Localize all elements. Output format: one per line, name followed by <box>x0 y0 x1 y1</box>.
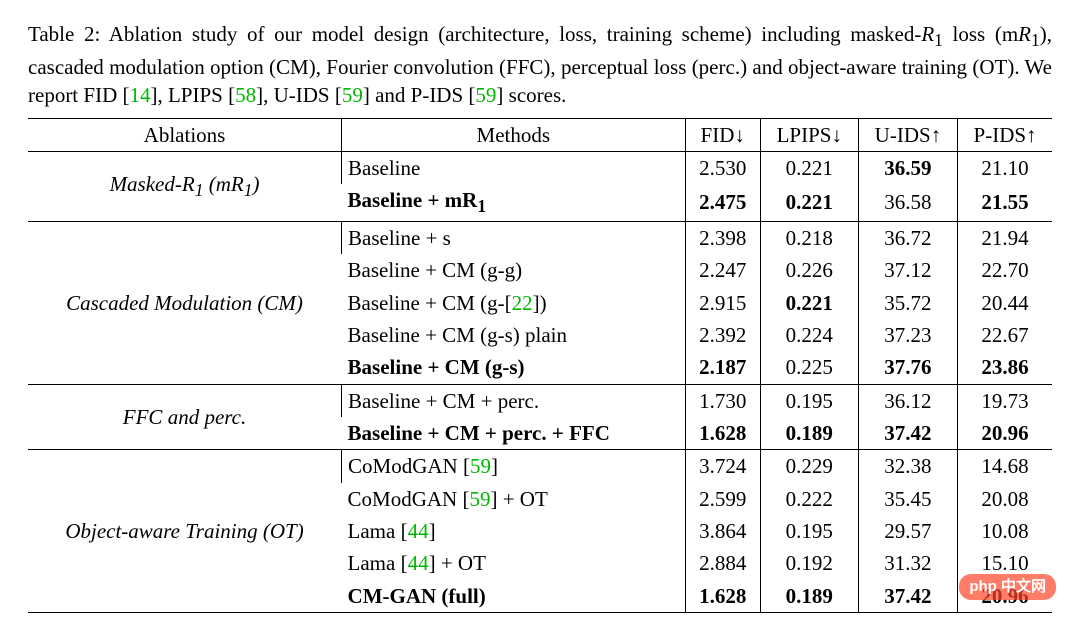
value-cell: 36.72 <box>858 222 957 255</box>
value-cell: 0.225 <box>760 351 858 384</box>
cite-59b: 59 <box>475 83 496 107</box>
method-cell: Baseline + CM (g-[22]) <box>342 287 686 319</box>
mr1: R1 <box>1018 22 1040 46</box>
ablation-label: Masked-R1 (mR1) <box>28 151 342 221</box>
cite-59a: 59 <box>342 83 363 107</box>
value-cell: 1.730 <box>685 384 760 417</box>
value-cell: 10.08 <box>958 515 1052 547</box>
method-cell: CoModGAN [59] <box>342 450 686 483</box>
value-cell: 0.195 <box>760 515 858 547</box>
value-cell: 2.915 <box>685 287 760 319</box>
ablation-label: Cascaded Modulation (CM) <box>28 222 342 385</box>
value-cell: 3.864 <box>685 515 760 547</box>
method-cell: CoModGAN [59] + OT <box>342 483 686 515</box>
value-cell: 3.724 <box>685 450 760 483</box>
value-cell: 2.599 <box>685 483 760 515</box>
value-cell: 37.12 <box>858 254 957 286</box>
value-cell: 1.628 <box>685 417 760 450</box>
col-ablations: Ablations <box>28 118 342 151</box>
method-cell: Baseline + CM + perc. + FFC <box>342 417 686 450</box>
value-cell: 2.884 <box>685 547 760 579</box>
cite-58: 58 <box>235 83 256 107</box>
watermark-badge: php 中文网 <box>959 574 1056 600</box>
value-cell: 0.189 <box>760 417 858 450</box>
cite-14: 14 <box>129 83 150 107</box>
value-cell: 0.218 <box>760 222 858 255</box>
value-cell: 31.32 <box>858 547 957 579</box>
value-cell: 2.530 <box>685 151 760 184</box>
value-cell: 21.10 <box>958 151 1052 184</box>
method-cell: Baseline + CM (g-s) <box>342 351 686 384</box>
value-cell: 19.73 <box>958 384 1052 417</box>
value-cell: 0.221 <box>760 151 858 184</box>
col-lpips: LPIPS↓ <box>760 118 858 151</box>
table-caption: Table 2: Ablation study of our model des… <box>28 20 1052 110</box>
value-cell: 2.187 <box>685 351 760 384</box>
table-row: Cascaded Modulation (CM)Baseline + s2.39… <box>28 222 1052 255</box>
value-cell: 22.67 <box>958 319 1052 351</box>
value-cell: 35.72 <box>858 287 957 319</box>
value-cell: 0.224 <box>760 319 858 351</box>
value-cell: 0.221 <box>760 184 858 221</box>
table-row: FFC and perc.Baseline + CM + perc.1.7300… <box>28 384 1052 417</box>
table-body: Masked-R1 (mR1)Baseline2.5300.22136.5921… <box>28 151 1052 612</box>
method-cell: Baseline + CM + perc. <box>342 384 686 417</box>
method-cell: CM-GAN (full) <box>342 580 686 613</box>
method-cell: Baseline + mR1 <box>342 184 686 221</box>
ablation-label: Object-aware Training (OT) <box>28 450 342 613</box>
value-cell: 21.55 <box>958 184 1052 221</box>
value-cell: 37.42 <box>858 580 957 613</box>
value-cell: 2.392 <box>685 319 760 351</box>
ablation-label: FFC and perc. <box>28 384 342 450</box>
value-cell: 0.192 <box>760 547 858 579</box>
method-cell: Baseline + s <box>342 222 686 255</box>
method-cell: Baseline + CM (g-s) plain <box>342 319 686 351</box>
r1: R1 <box>921 22 943 46</box>
table-row: Object-aware Training (OT)CoModGAN [59]3… <box>28 450 1052 483</box>
value-cell: 0.221 <box>760 287 858 319</box>
value-cell: 21.94 <box>958 222 1052 255</box>
value-cell: 37.76 <box>858 351 957 384</box>
value-cell: 20.08 <box>958 483 1052 515</box>
col-methods: Methods <box>342 118 686 151</box>
method-cell: Baseline + CM (g-g) <box>342 254 686 286</box>
col-uids: U-IDS↑ <box>858 118 957 151</box>
value-cell: 2.247 <box>685 254 760 286</box>
value-cell: 0.189 <box>760 580 858 613</box>
value-cell: 0.226 <box>760 254 858 286</box>
value-cell: 1.628 <box>685 580 760 613</box>
value-cell: 0.222 <box>760 483 858 515</box>
value-cell: 2.398 <box>685 222 760 255</box>
method-cell: Lama [44] <box>342 515 686 547</box>
caption-text: Table 2: Ablation study of our model des… <box>28 22 921 46</box>
value-cell: 35.45 <box>858 483 957 515</box>
value-cell: 2.475 <box>685 184 760 221</box>
value-cell: 36.59 <box>858 151 957 184</box>
method-cell: Baseline <box>342 151 686 184</box>
value-cell: 36.58 <box>858 184 957 221</box>
value-cell: 23.86 <box>958 351 1052 384</box>
value-cell: 37.23 <box>858 319 957 351</box>
value-cell: 0.229 <box>760 450 858 483</box>
value-cell: 20.96 <box>958 417 1052 450</box>
value-cell: 37.42 <box>858 417 957 450</box>
col-fid: FID↓ <box>685 118 760 151</box>
value-cell: 20.44 <box>958 287 1052 319</box>
method-cell: Lama [44] + OT <box>342 547 686 579</box>
value-cell: 0.195 <box>760 384 858 417</box>
value-cell: 22.70 <box>958 254 1052 286</box>
value-cell: 36.12 <box>858 384 957 417</box>
value-cell: 14.68 <box>958 450 1052 483</box>
table-header-row: Ablations Methods FID↓ LPIPS↓ U-IDS↑ P-I… <box>28 118 1052 151</box>
value-cell: 32.38 <box>858 450 957 483</box>
ablation-table: Ablations Methods FID↓ LPIPS↓ U-IDS↑ P-I… <box>28 118 1052 614</box>
value-cell: 29.57 <box>858 515 957 547</box>
table-row: Masked-R1 (mR1)Baseline2.5300.22136.5921… <box>28 151 1052 184</box>
col-pids: P-IDS↑ <box>958 118 1052 151</box>
